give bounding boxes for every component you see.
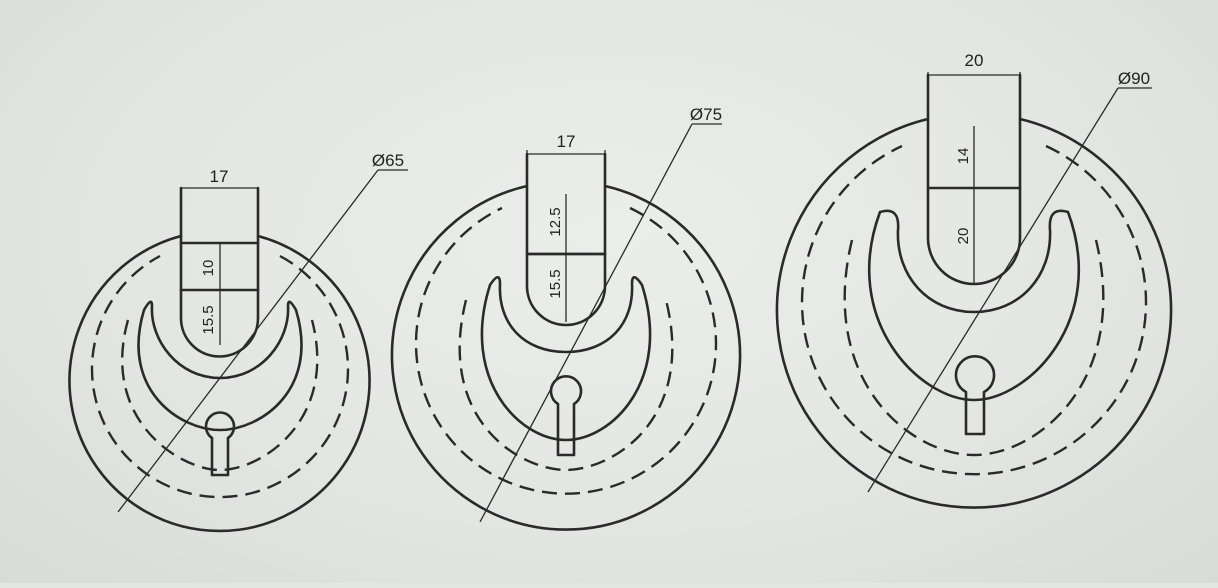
padlock-drawing-medium: 17 Ø75 12.5 15.5 <box>390 105 742 531</box>
slot-width-dimension: 17 <box>557 132 576 151</box>
keyhole <box>954 354 996 436</box>
slot-depth-lower-dimension: 20 <box>955 228 972 245</box>
diameter-leader <box>867 87 1119 493</box>
slot-width-dimension: 17 <box>210 167 229 186</box>
shackle-outline <box>867 209 1081 402</box>
padlock-drawing-large: 20 Ø90 14 20 <box>775 51 1173 509</box>
hidden-outer-circle <box>800 144 1148 476</box>
diameter-dimension: Ø65 <box>372 151 404 170</box>
slot-depth-upper-dimension: 14 <box>955 148 972 165</box>
diameter-dimension: Ø90 <box>1118 69 1150 88</box>
diameter-leader <box>479 123 693 523</box>
hidden-inner-arc <box>458 299 674 472</box>
diameter-dimension: Ø75 <box>690 105 722 124</box>
outer-outline <box>390 184 742 531</box>
hidden-outer-circle <box>90 254 350 499</box>
slot-outline <box>525 152 607 327</box>
hidden-outer-circle <box>414 206 718 495</box>
outer-outline <box>775 117 1173 509</box>
slot-width-dimension: 20 <box>965 51 984 70</box>
keyhole <box>204 411 236 477</box>
slot-depth-upper-dimension: 12.5 <box>547 207 564 236</box>
outer-outline <box>68 234 371 533</box>
padlock-drawing-small: 17 Ø65 10 15.5 <box>68 151 408 533</box>
shackle-outline <box>480 275 652 442</box>
slot-depth-lower-dimension: 15.5 <box>547 269 564 298</box>
hidden-inner-arc <box>121 319 319 472</box>
slot-depth-lower-dimension: 15.5 <box>200 305 217 334</box>
hidden-inner-arc <box>843 239 1105 457</box>
keyhole <box>549 375 583 457</box>
diameter-leader <box>117 169 379 513</box>
slot-depth-upper-dimension: 10 <box>200 260 217 277</box>
